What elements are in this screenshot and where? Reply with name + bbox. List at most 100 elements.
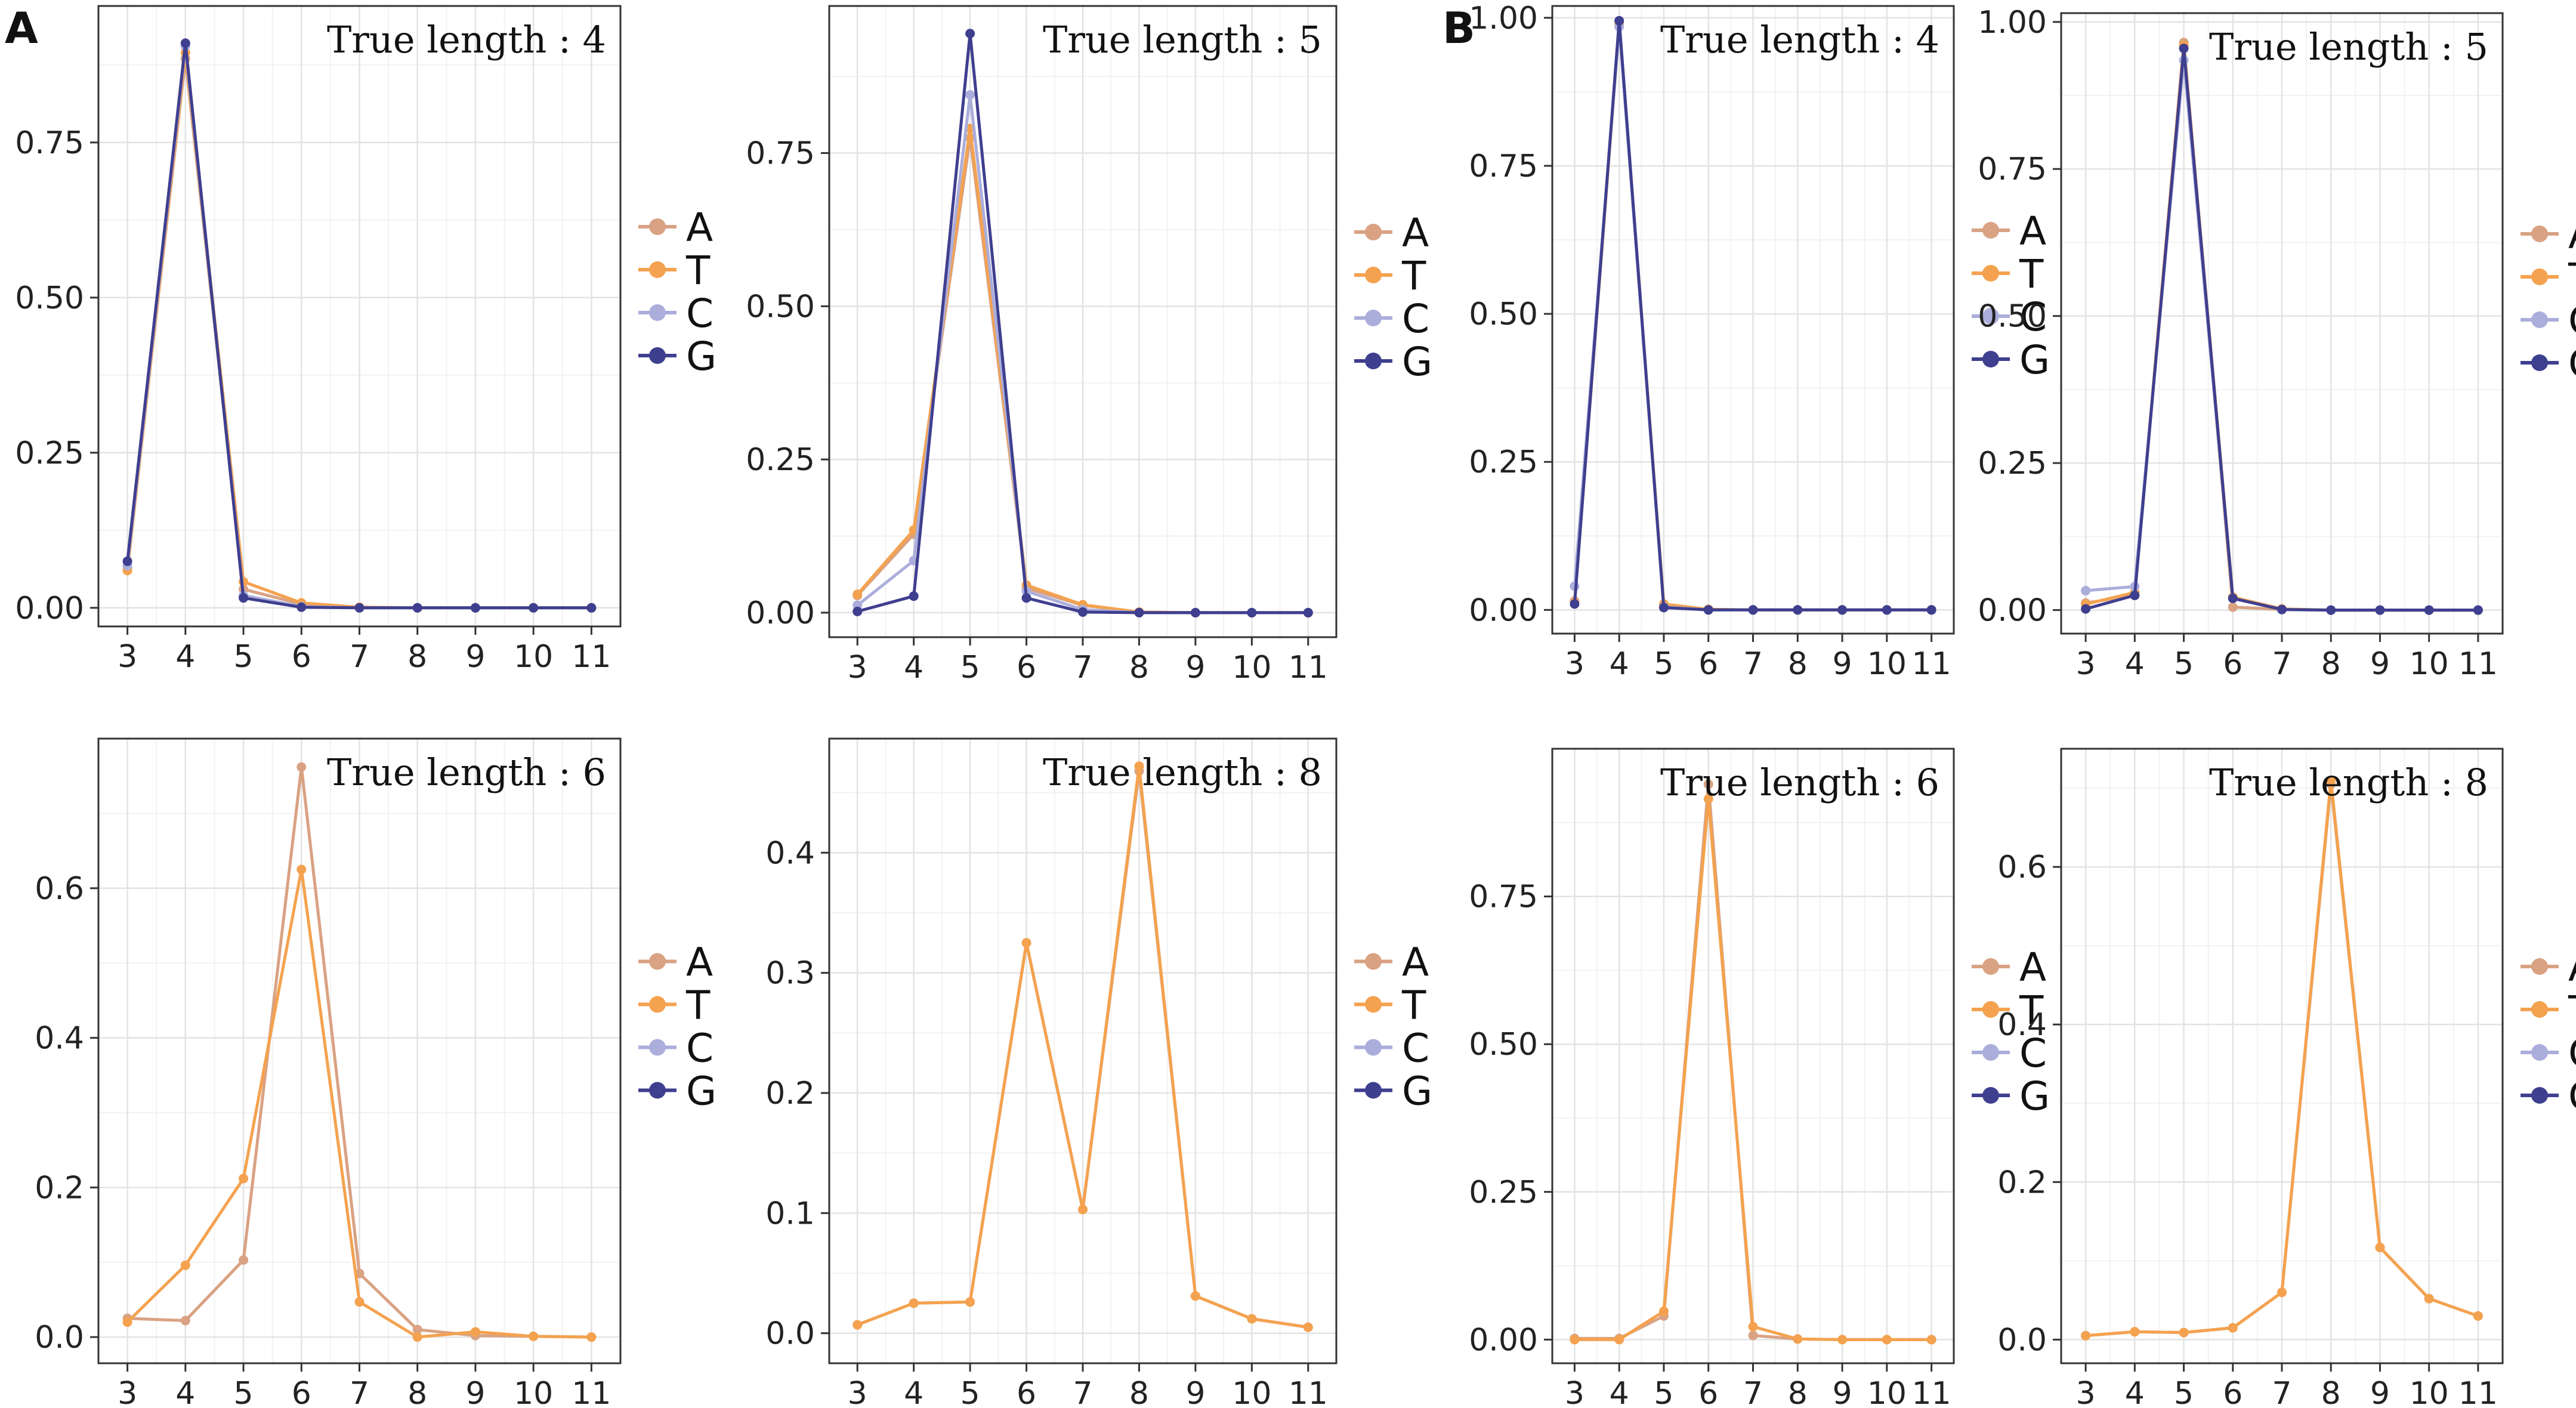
- legend-label-c: C: [2019, 1030, 2047, 1076]
- legend-label-c: C: [2568, 298, 2576, 344]
- panel-label-a: A: [5, 3, 38, 53]
- legend-key-point: [2531, 268, 2548, 285]
- legend-key-point: [2531, 1001, 2548, 1018]
- legend-key-point: [649, 261, 666, 278]
- x-tick-label: 9: [465, 1376, 485, 1408]
- chart-title: True length : 4: [1660, 18, 1939, 61]
- y-tick-label: 0.0: [1997, 1322, 2047, 1358]
- y-tick-label: 0.2: [765, 1076, 815, 1111]
- y-tick-label: 0.4: [1997, 1007, 2047, 1043]
- data-point-g: [909, 591, 919, 601]
- x-tick-label: 10: [1232, 1376, 1271, 1408]
- plot-frame: [97, 737, 622, 1364]
- y-tick-label: 1.00: [1978, 5, 2047, 41]
- legend-label-a: A: [2568, 212, 2576, 258]
- data-point-g: [354, 603, 365, 613]
- legend-key-point: [1982, 351, 1999, 368]
- legend-label-a: A: [2019, 208, 2046, 254]
- legend-key-point: [649, 996, 666, 1013]
- data-point-g: [1247, 607, 1257, 617]
- data-point-t: [1793, 1334, 1803, 1344]
- data-point-t: [470, 1327, 480, 1337]
- chart-b2: 0.00 0.25 0.50 0.75 1.00 3 4 5 6 7 8 9 10 11 True leng…: [1978, 5, 2576, 682]
- legend-label-t: T: [1401, 253, 1426, 299]
- legend-key-point: [1365, 310, 1382, 326]
- x-tick-label: 3: [1565, 646, 1584, 682]
- x-tick-label: 6: [292, 639, 311, 675]
- legend-key-point: [1365, 353, 1382, 369]
- y-tick-label: 0.50: [746, 289, 815, 325]
- data-point-t: [1658, 1306, 1669, 1316]
- y-tick-label: 0.0: [35, 1320, 84, 1355]
- y-tick-label: 0.25: [1469, 444, 1538, 480]
- data-point-t: [2473, 1311, 2483, 1321]
- x-tick-label: 6: [292, 1376, 311, 1408]
- y-tick-label: 0.75: [746, 136, 815, 172]
- data-point-t: [2326, 775, 2336, 785]
- legend-label-g: G: [1402, 1069, 1432, 1114]
- data-point-t: [180, 1260, 190, 1270]
- legend-label-a: A: [1402, 210, 1429, 256]
- legend-key-point: [1365, 953, 1382, 970]
- x-tick-label: 4: [1610, 1376, 1629, 1408]
- x-tick-label: 10: [1867, 646, 1907, 682]
- chart-title: True length : 8: [1043, 751, 1322, 794]
- plot-frame: [828, 737, 1338, 1364]
- y-tick-label: 0.2: [1997, 1165, 2047, 1200]
- x-tick-label: 10: [514, 1376, 553, 1408]
- data-point-g: [1793, 605, 1803, 615]
- data-point-t: [296, 864, 307, 875]
- data-point-g: [529, 603, 539, 613]
- x-tick-label: 11: [2458, 1376, 2498, 1408]
- data-point-g: [1926, 605, 1936, 615]
- y-tick-label: 0.75: [1469, 149, 1538, 184]
- data-point-a: [2228, 602, 2238, 612]
- legend-label-c: C: [1402, 296, 1429, 342]
- legend-key-point: [1365, 224, 1382, 240]
- x-tick-label: 5: [2174, 1376, 2194, 1408]
- y-tick-label: 0.4: [35, 1021, 84, 1057]
- data-point-t: [1021, 938, 1031, 948]
- x-tick-label: 11: [1289, 1376, 1328, 1408]
- y-tick-label: 0.6: [1997, 850, 2047, 885]
- data-point-t: [1134, 761, 1144, 771]
- data-point-t: [1748, 1321, 1758, 1332]
- data-point-a: [1748, 1330, 1758, 1341]
- data-point-g: [296, 602, 307, 612]
- data-point-g: [2081, 604, 2091, 614]
- y-tick-label: 0.50: [1978, 299, 2047, 335]
- legend-label-a: A: [2019, 944, 2046, 990]
- chart-a3: 0.0 0.2 0.4 0.6 3 4 5 6 7 8 9 10 11 True length : 6 AT…: [35, 737, 716, 1408]
- x-tick-label: 8: [1129, 650, 1149, 686]
- legend-label-g: G: [2019, 337, 2050, 383]
- data-point-a: [412, 1324, 422, 1335]
- plot-frame: [1551, 5, 1955, 635]
- x-tick-label: 5: [960, 650, 980, 686]
- chart-b3: 0.00 0.25 0.50 0.75 3 4 5 6 7 8 9 10 11 True length :…: [1469, 748, 2050, 1408]
- x-tick-label: 5: [960, 1376, 980, 1408]
- data-point-a: [180, 1316, 190, 1326]
- chart-a4: 0.0 0.1 0.2 0.3 0.4 3 4 5 6 7 8 9 10 11 True length : …: [765, 737, 1432, 1408]
- plot-frame: [828, 5, 1338, 638]
- data-point-g: [1303, 607, 1313, 617]
- x-tick-label: 5: [1654, 1376, 1673, 1408]
- x-tick-label: 3: [2076, 646, 2096, 682]
- plot-frame: [2060, 748, 2504, 1364]
- data-point-g: [2228, 593, 2238, 603]
- data-point-t: [1303, 1322, 1313, 1332]
- legend-key-point: [1365, 996, 1382, 1013]
- y-tick-label: 0.6: [35, 871, 84, 907]
- legend-label-g: G: [2019, 1073, 2050, 1119]
- x-tick-label: 7: [1743, 1376, 1763, 1408]
- legend-label-a: A: [686, 205, 713, 251]
- data-point-g: [2424, 605, 2434, 615]
- data-point-g: [1570, 599, 1580, 609]
- legend-key-point: [649, 304, 666, 321]
- data-point-g: [1614, 16, 1624, 26]
- x-tick-label: 6: [2223, 1376, 2243, 1408]
- legend-key-point: [1982, 265, 1999, 282]
- data-point-t: [2179, 1327, 2189, 1338]
- x-tick-label: 4: [904, 1376, 923, 1408]
